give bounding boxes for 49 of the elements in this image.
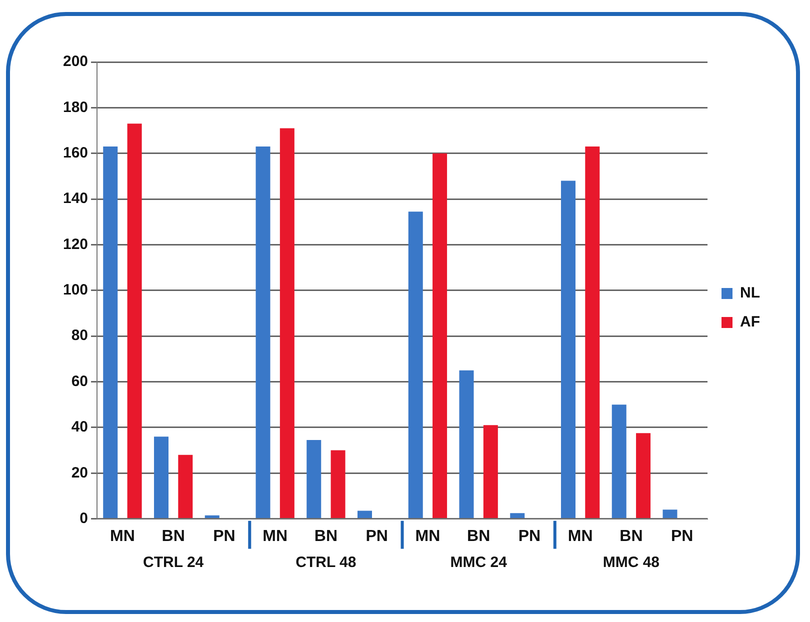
legend-label: NL bbox=[740, 284, 760, 302]
y-tick-label: 160 bbox=[62, 144, 88, 162]
y-tick-label: 100 bbox=[62, 282, 88, 299]
x-tick-label: BN bbox=[162, 528, 185, 545]
bar bbox=[358, 510, 372, 518]
x-tick-label: MN bbox=[568, 528, 593, 545]
text: MMC 48 bbox=[602, 554, 660, 571]
x-tick-label: PN bbox=[366, 528, 388, 545]
y-tick-label: 120 bbox=[62, 236, 88, 253]
legend-label: AF bbox=[740, 314, 760, 331]
y-tick-label: 40 bbox=[71, 418, 88, 436]
bar bbox=[459, 370, 474, 518]
y-tick-label: 0 bbox=[80, 510, 88, 527]
x-tick-label: MN bbox=[415, 528, 440, 545]
x-tick-label: MN bbox=[110, 528, 135, 545]
bar bbox=[636, 433, 651, 518]
bar bbox=[560, 180, 576, 518]
bar bbox=[330, 450, 346, 518]
y-tick-label: 180 bbox=[62, 98, 88, 116]
bar bbox=[612, 404, 626, 518]
y-tick-label: 80 bbox=[71, 327, 88, 344]
x-tick-label: BN bbox=[314, 528, 338, 545]
x-tick-label: PN bbox=[518, 528, 541, 545]
x-tick-label: MN bbox=[262, 528, 288, 545]
x-tick-label: BN bbox=[467, 528, 490, 545]
bar bbox=[585, 146, 600, 518]
bar bbox=[178, 454, 193, 518]
bar bbox=[408, 212, 423, 518]
y-tick-label: 20 bbox=[71, 464, 88, 482]
bar bbox=[127, 124, 142, 518]
y-tick-label: 140 bbox=[62, 190, 88, 208]
bar bbox=[510, 513, 525, 518]
bar bbox=[432, 153, 448, 518]
bar bbox=[256, 146, 270, 518]
y-tick-label: 60 bbox=[71, 372, 88, 390]
bar bbox=[154, 436, 169, 518]
text: CTRL 24 bbox=[143, 554, 204, 571]
y-tick-label: 200 bbox=[62, 53, 88, 70]
bar bbox=[306, 440, 322, 518]
bar bbox=[204, 515, 220, 518]
text: MMC 24 bbox=[450, 554, 508, 571]
bar bbox=[280, 128, 294, 518]
bar bbox=[662, 510, 678, 518]
x-tick-label: PN bbox=[213, 528, 236, 545]
bar bbox=[483, 425, 498, 518]
x-tick-label: BN bbox=[620, 528, 643, 545]
bar bbox=[103, 146, 118, 518]
x-tick-label: PN bbox=[670, 528, 694, 545]
text: CTRL 48 bbox=[296, 554, 356, 571]
